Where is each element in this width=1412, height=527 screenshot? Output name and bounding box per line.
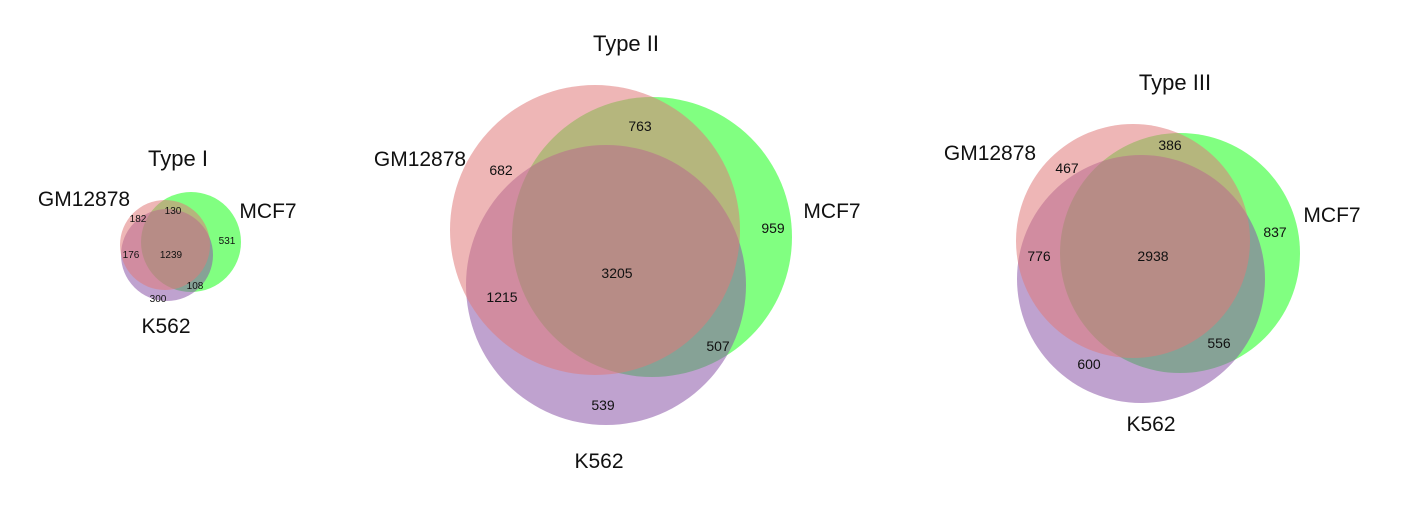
region-mcf7-only: 531 bbox=[219, 236, 236, 247]
venn-panel-type-iii: Type III GM12878 MCF7 K562 467 386 837 7… bbox=[944, 70, 1361, 436]
region-gm12878-k562: 1215 bbox=[486, 289, 517, 305]
panel-title: Type III bbox=[1139, 70, 1211, 95]
region-k562-only: 300 bbox=[150, 294, 167, 305]
region-mcf7-k562: 108 bbox=[187, 281, 204, 292]
region-mcf7-only: 837 bbox=[1263, 224, 1287, 240]
venn-panel-type-ii: Type II GM12878 MCF7 K562 682 763 959 12… bbox=[374, 31, 861, 473]
region-k562-only: 539 bbox=[591, 397, 615, 413]
mcf7-label: MCF7 bbox=[803, 200, 860, 223]
region-mcf7-k562: 507 bbox=[706, 338, 730, 354]
region-gm12878-k562: 776 bbox=[1027, 248, 1051, 264]
gm12878-circle bbox=[1016, 124, 1250, 358]
region-mcf7-only: 959 bbox=[761, 220, 785, 236]
k562-label: K562 bbox=[1126, 413, 1175, 436]
region-gm12878-k562: 176 bbox=[123, 250, 140, 261]
region-k562-only: 600 bbox=[1077, 356, 1101, 372]
region-mcf7-k562: 556 bbox=[1207, 335, 1231, 351]
gm12878-label: GM12878 bbox=[374, 148, 466, 171]
region-gm12878-mcf7: 763 bbox=[628, 118, 652, 134]
mcf7-label: MCF7 bbox=[239, 200, 296, 223]
region-gm12878-only: 467 bbox=[1055, 160, 1079, 176]
region-gm12878-mcf7: 130 bbox=[165, 206, 182, 217]
region-all-three: 3205 bbox=[601, 265, 632, 281]
region-gm12878-only: 182 bbox=[130, 214, 147, 225]
panel-title: Type II bbox=[593, 31, 659, 56]
panel-title: Type I bbox=[148, 146, 208, 171]
mcf7-label: MCF7 bbox=[1303, 204, 1360, 227]
gm12878-circle bbox=[120, 200, 210, 290]
venn-panel-type-i: Type I GM12878 MCF7 K562 182 130 531 176… bbox=[38, 146, 297, 338]
k562-label: K562 bbox=[574, 450, 623, 473]
region-gm12878-mcf7: 386 bbox=[1158, 137, 1182, 153]
region-gm12878-only: 682 bbox=[489, 162, 513, 178]
k562-label: K562 bbox=[141, 315, 190, 338]
gm12878-circle bbox=[450, 85, 740, 375]
gm12878-label: GM12878 bbox=[38, 188, 130, 211]
region-all-three: 2938 bbox=[1137, 248, 1168, 264]
region-all-three: 1239 bbox=[160, 250, 183, 261]
gm12878-label: GM12878 bbox=[944, 142, 1036, 165]
